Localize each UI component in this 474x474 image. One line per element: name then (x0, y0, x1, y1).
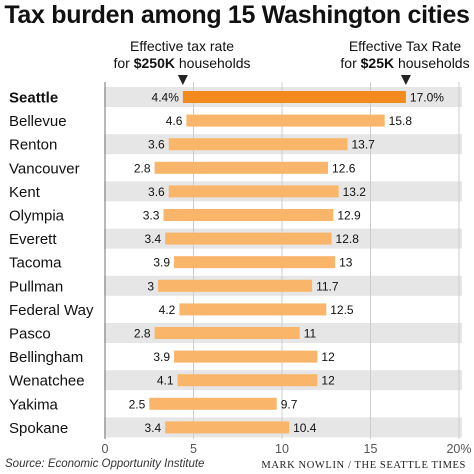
bar (174, 350, 318, 363)
right-header-bold: $25K (360, 55, 395, 71)
data-label-right: 11.7 (316, 279, 339, 293)
x-tick-label: 15 (364, 442, 378, 456)
data-label-right: 15.8 (389, 114, 413, 128)
category-label: Vancouver (9, 160, 80, 177)
left-header-suffix: households (174, 55, 251, 71)
data-label-right: 13.2 (343, 185, 367, 199)
data-label-right: 13.7 (351, 138, 375, 152)
x-tick-label: 5 (190, 442, 197, 456)
right-header-prefix: for (340, 55, 361, 71)
category-label: Tacoma (9, 255, 62, 272)
data-label-left: 2.8 (134, 327, 151, 341)
data-label-right: 12 (321, 350, 335, 364)
bar (154, 327, 300, 339)
data-label-left: 4.1 (157, 374, 174, 388)
data-label-right: 12 (321, 374, 335, 388)
data-label-right: 11 (304, 327, 317, 341)
data-label-left: 3.3 (143, 209, 160, 223)
data-label-left: 3.6 (148, 138, 165, 152)
data-label-left: 4.2 (159, 303, 176, 317)
data-label-right: 12.8 (336, 232, 360, 246)
bar (149, 397, 277, 410)
bar (165, 421, 290, 434)
data-label-right: 9.7 (281, 397, 298, 411)
chart-title: Tax burden among 15 Washington cities (4, 1, 470, 29)
data-label-right: 13 (339, 256, 353, 270)
bar (177, 374, 318, 387)
data-label-left: 2.8 (134, 161, 151, 175)
bar (186, 114, 385, 127)
left-series-header: Effective tax rate for $250K households (97, 38, 267, 72)
bar (163, 209, 334, 221)
marker-arrow-right (400, 75, 411, 85)
bar (168, 138, 348, 151)
data-label-left: 4.4% (152, 91, 180, 105)
category-label: Bellevue (9, 113, 67, 130)
x-tick-label: 10 (275, 442, 289, 456)
data-label-left: 3.9 (153, 256, 170, 270)
right-series-header: Effective Tax Rate for $25K households (330, 38, 474, 72)
data-label-left: 3.9 (153, 350, 170, 364)
data-label-right: 12.6 (332, 161, 356, 175)
left-header-bold: $250K (133, 55, 175, 71)
category-label: Renton (9, 137, 57, 154)
data-label-right: 10.4 (293, 421, 317, 435)
bar (158, 279, 313, 292)
data-label-left: 3 (147, 279, 154, 293)
x-tick-label: 20% (446, 442, 471, 456)
data-label-right: 12.5 (330, 303, 354, 317)
right-header-line2: for $25K households (330, 55, 474, 72)
x-tick-label: 0 (102, 442, 109, 456)
left-header-line1: Effective tax rate (129, 38, 234, 54)
category-label: Bellingham (9, 349, 83, 366)
data-label-right: 17.0% (410, 91, 444, 105)
category-label: Kent (9, 184, 41, 201)
bar (154, 161, 329, 174)
category-label: Everett (9, 231, 57, 248)
data-label-left: 3.6 (148, 185, 165, 199)
bar (168, 185, 339, 198)
category-label: Wenatchee (9, 373, 85, 390)
data-label-left: 2.5 (129, 397, 146, 411)
source-note: Source: Economic Opportunity Institute (5, 458, 205, 470)
category-label: Olympia (9, 208, 65, 225)
category-label: Pasco (9, 326, 51, 343)
category-label: Federal Way (9, 302, 94, 319)
left-header-line2: for $250K households (97, 55, 267, 72)
data-label-left: 3.4 (144, 421, 161, 435)
credit-line: MARK NOWLIN / THE SEATTLE TIMES (261, 460, 466, 471)
bar (182, 91, 406, 103)
category-label: Spokane (9, 420, 68, 437)
bar (174, 256, 336, 269)
category-label: Pullman (9, 278, 63, 295)
data-label-right: 12.9 (337, 209, 361, 223)
category-label: Seattle (9, 90, 58, 107)
right-header-line1: Effective Tax Rate (348, 38, 462, 54)
bar (179, 303, 327, 316)
data-label-left: 4.6 (166, 114, 183, 128)
left-header-prefix: for (113, 55, 134, 71)
category-label: Yakima (9, 396, 59, 413)
marker-arrow-left (177, 75, 188, 85)
right-header-suffix: households (394, 55, 470, 71)
bar (165, 232, 332, 245)
data-label-left: 3.4 (144, 232, 161, 246)
